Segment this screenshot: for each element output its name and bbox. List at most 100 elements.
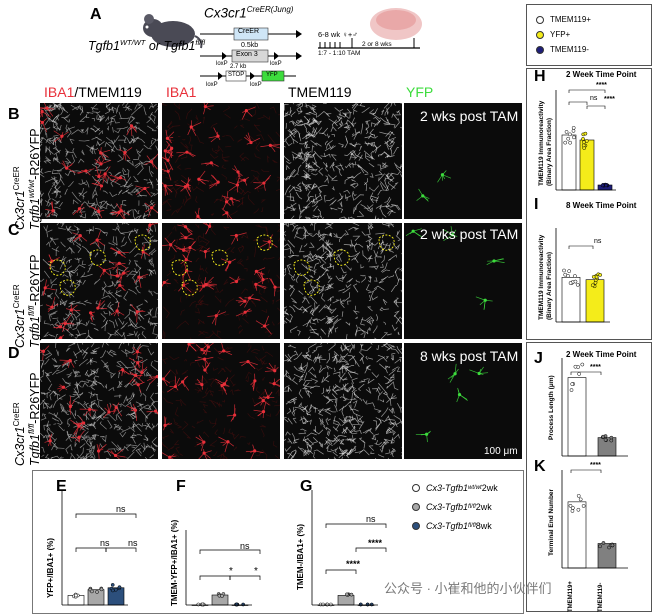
legend-dot-icon — [412, 502, 420, 511]
data-point — [568, 132, 572, 137]
micrograph-c-tmem — [284, 223, 402, 339]
row-b-sup: CreER — [12, 166, 21, 191]
legend-gene: Cx3-Tgfb1 — [426, 501, 469, 512]
micrograph-d-merge — [40, 343, 158, 459]
j-sig: **** — [590, 364, 601, 371]
data-point — [601, 541, 606, 545]
panel-letter-k: K — [534, 458, 546, 475]
data-point — [581, 137, 585, 141]
row-d-tgfb: Tgfb1 — [28, 434, 43, 466]
i-sig-ns: ns — [594, 238, 602, 245]
h-title: 2 Week Time Point — [566, 70, 637, 79]
data-point — [234, 602, 239, 607]
row-d-line2: Tgfb1fl/fl-R26YFP — [27, 372, 42, 466]
row-d-line1: Cx3cr1CreER — [12, 372, 27, 466]
row-c-line1: Cx3cr1CreER — [12, 254, 27, 348]
data-point — [562, 268, 566, 273]
tgfb-fl: Tgfb1 — [163, 39, 196, 54]
micrograph-b-yfp — [404, 103, 522, 219]
age-label: 6-8 wk ♀+♂ — [318, 30, 358, 39]
row-b-gene: Cx3cr1 — [13, 190, 28, 230]
legend-label: TMEM119+ — [550, 15, 591, 24]
row-c-line2: Tgfb1fl/fl-R26YFP — [27, 254, 42, 348]
row-c-tgfb: Tgfb1 — [28, 316, 43, 348]
bar-g2 — [337, 595, 355, 606]
f-sig-b: * — [254, 566, 258, 577]
sig-bracket — [568, 245, 594, 249]
age-text: 6-8 wk — [318, 30, 341, 39]
micrograph-c-iba1 — [162, 223, 280, 339]
legend-right: TMEM119+ YFP+ TMEM119- — [536, 12, 591, 57]
data-point — [570, 382, 575, 386]
legend-dot-icon — [536, 15, 544, 24]
data-point — [358, 602, 363, 607]
sig-bracket — [325, 523, 387, 528]
data-point — [325, 602, 330, 607]
sig-bracket — [568, 101, 588, 105]
data-point — [594, 275, 599, 279]
tgfb-wt-sup: WT/WT — [119, 38, 146, 47]
sig-bracket — [75, 547, 107, 552]
bar-h2 — [579, 139, 595, 191]
micrograph-b-tmem — [284, 103, 402, 219]
sig-bracket — [355, 547, 387, 552]
row-label-b: Cx3cr1CreER Tgfb1wt/wt-R26YFP — [12, 128, 42, 230]
channel-merge-label: IBA1/TMEM119 — [44, 84, 142, 100]
time-c: 2 wks post TAM — [420, 226, 519, 242]
data-point — [609, 438, 614, 443]
channel-iba1-label: IBA1 — [166, 84, 197, 100]
data-point — [604, 183, 608, 188]
data-point — [95, 590, 99, 594]
micrograph-b-iba1 — [162, 103, 280, 219]
micrograph-c-merge — [40, 223, 158, 339]
micrograph-d-tmem — [284, 343, 402, 459]
data-point — [581, 504, 586, 508]
g-ylabel: TMEM-/IBA1+ (%) — [296, 524, 305, 590]
data-point — [196, 602, 201, 607]
legend-time: 2wk — [481, 482, 498, 493]
data-point — [345, 592, 349, 597]
merge-iba1: IBA1 — [44, 84, 75, 100]
loxp-1: loxP — [216, 61, 228, 67]
data-point — [329, 602, 333, 607]
exon3-label: Exon 3 — [236, 51, 258, 58]
data-point — [573, 279, 578, 284]
g-sig-top: ns — [366, 514, 376, 524]
row-b-suffix: -R26YFP — [28, 128, 43, 180]
gene-cx3cr1-text: Cx3cr1 — [204, 5, 247, 21]
data-point — [573, 274, 577, 278]
panel-letter-c: C — [8, 222, 20, 239]
scale-bar — [484, 459, 514, 462]
bottom-charts-svg — [61, 490, 387, 607]
data-point — [567, 269, 572, 273]
sig-bracket — [105, 547, 137, 552]
k-x2: TMEM119- — [598, 582, 604, 612]
row-d-gene: Cx3cr1 — [13, 426, 28, 466]
time-b: 2 wks post TAM — [420, 108, 519, 124]
h-sig-ns: ns — [590, 95, 598, 102]
panel-letter-j: J — [534, 350, 543, 367]
f-ylabel: TMEM-YFP+/IBA1+ (%) — [170, 519, 179, 606]
yfp-cassette-label: YFP — [266, 72, 278, 78]
data-point — [568, 140, 572, 145]
h-ylabel: TMEM119 Immunoreactivity (Binary Area Fra… — [538, 101, 554, 186]
legend-dot-icon — [412, 521, 420, 530]
e-sig-top: ns — [116, 504, 126, 514]
panel-letter-b: B — [8, 106, 20, 123]
gene-cx3cr1-sup: CreER(Jung) — [246, 5, 294, 14]
sig-bracket — [199, 575, 231, 580]
h-ylabel-2: (Binary Area Fraction) — [546, 117, 553, 186]
data-point — [369, 602, 374, 607]
sig-bracket — [199, 549, 261, 554]
data-point — [583, 131, 588, 136]
sig-bracket — [568, 89, 606, 93]
right-box-hi — [526, 68, 652, 340]
tam-label: 1:7 - 1:10 TAM — [318, 50, 361, 57]
legend-label: TMEM119- — [550, 45, 589, 54]
tgfb-or: or — [145, 39, 164, 54]
legend-dot-icon — [412, 483, 420, 492]
legend-sup: fl/fl — [468, 503, 476, 510]
data-point — [321, 602, 325, 607]
merge-tmem: /TMEM119 — [74, 84, 142, 100]
data-point — [99, 587, 104, 592]
